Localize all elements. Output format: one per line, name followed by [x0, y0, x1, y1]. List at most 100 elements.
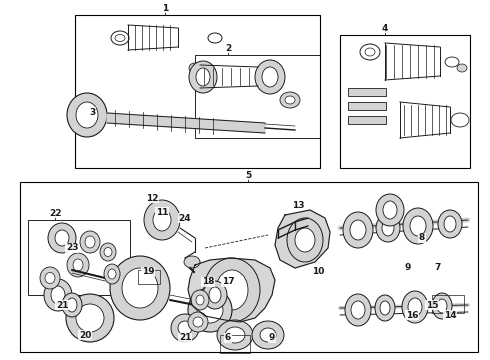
Ellipse shape — [108, 269, 116, 279]
Ellipse shape — [193, 317, 203, 327]
Ellipse shape — [188, 312, 208, 332]
Ellipse shape — [444, 216, 456, 232]
Text: 23: 23 — [66, 243, 78, 252]
Text: 19: 19 — [142, 267, 154, 276]
Text: 8: 8 — [419, 234, 425, 243]
Ellipse shape — [410, 216, 426, 236]
Text: 20: 20 — [79, 330, 91, 339]
Ellipse shape — [209, 287, 221, 303]
Ellipse shape — [104, 264, 120, 284]
Text: 7: 7 — [435, 264, 441, 273]
Ellipse shape — [67, 298, 77, 312]
Ellipse shape — [365, 48, 375, 56]
Ellipse shape — [255, 60, 285, 94]
Ellipse shape — [48, 223, 76, 253]
Ellipse shape — [184, 256, 200, 268]
Ellipse shape — [153, 209, 171, 231]
Ellipse shape — [285, 96, 295, 104]
Ellipse shape — [383, 201, 397, 219]
Ellipse shape — [171, 314, 199, 342]
Ellipse shape — [225, 327, 245, 343]
Bar — [20, 182, 478, 352]
Text: 24: 24 — [179, 213, 191, 222]
Bar — [75, 15, 320, 168]
Ellipse shape — [376, 214, 400, 242]
Text: 18: 18 — [202, 278, 214, 287]
Ellipse shape — [191, 75, 199, 81]
Ellipse shape — [438, 210, 462, 238]
Ellipse shape — [191, 290, 209, 310]
Ellipse shape — [351, 301, 365, 319]
Ellipse shape — [197, 297, 223, 323]
Ellipse shape — [115, 35, 125, 41]
Text: 2: 2 — [225, 44, 231, 53]
Ellipse shape — [204, 258, 260, 322]
Ellipse shape — [216, 270, 248, 310]
Ellipse shape — [350, 220, 366, 240]
Ellipse shape — [375, 295, 395, 321]
Ellipse shape — [62, 293, 82, 317]
Ellipse shape — [189, 61, 217, 93]
Polygon shape — [275, 210, 330, 268]
Bar — [348, 116, 386, 124]
Ellipse shape — [262, 67, 278, 87]
Text: 22: 22 — [49, 208, 61, 217]
Ellipse shape — [44, 279, 72, 311]
Text: 6: 6 — [225, 333, 231, 342]
Text: 13: 13 — [292, 201, 304, 210]
Text: 12: 12 — [146, 194, 158, 202]
Ellipse shape — [45, 273, 55, 284]
Polygon shape — [188, 258, 275, 322]
Text: 10: 10 — [312, 267, 324, 276]
Ellipse shape — [100, 243, 116, 261]
Text: 16: 16 — [406, 310, 418, 320]
Ellipse shape — [252, 321, 284, 349]
Text: 5: 5 — [245, 171, 251, 180]
Ellipse shape — [196, 295, 204, 305]
Ellipse shape — [345, 294, 371, 326]
Bar — [432, 295, 464, 313]
Polygon shape — [107, 113, 265, 133]
Ellipse shape — [295, 228, 315, 252]
Ellipse shape — [51, 286, 65, 304]
Ellipse shape — [67, 253, 89, 277]
Ellipse shape — [144, 200, 180, 240]
Ellipse shape — [196, 68, 210, 86]
Ellipse shape — [76, 304, 104, 332]
Ellipse shape — [408, 298, 422, 316]
Ellipse shape — [376, 194, 404, 226]
Ellipse shape — [178, 321, 192, 335]
Ellipse shape — [382, 220, 394, 236]
Ellipse shape — [40, 267, 60, 289]
Bar — [28, 220, 130, 295]
Bar — [348, 102, 386, 110]
Text: 4: 4 — [382, 23, 388, 32]
Text: 9: 9 — [405, 264, 411, 273]
Text: 21: 21 — [56, 301, 68, 310]
Bar — [220, 335, 250, 353]
Ellipse shape — [110, 256, 170, 320]
Ellipse shape — [76, 102, 98, 128]
Text: 14: 14 — [443, 310, 456, 320]
Ellipse shape — [85, 236, 95, 248]
Text: 17: 17 — [221, 278, 234, 287]
Text: 11: 11 — [156, 207, 168, 216]
Ellipse shape — [380, 301, 390, 315]
Ellipse shape — [104, 248, 112, 256]
Text: 15: 15 — [426, 301, 438, 310]
Bar — [348, 88, 386, 96]
Ellipse shape — [189, 63, 201, 73]
Text: 9: 9 — [269, 333, 275, 342]
Ellipse shape — [67, 93, 107, 137]
Ellipse shape — [217, 320, 253, 350]
Ellipse shape — [437, 299, 447, 313]
Ellipse shape — [457, 64, 467, 72]
Ellipse shape — [122, 268, 158, 308]
Text: 21: 21 — [179, 333, 191, 342]
Ellipse shape — [80, 231, 100, 253]
Ellipse shape — [260, 328, 276, 342]
Ellipse shape — [280, 92, 300, 108]
Ellipse shape — [66, 294, 114, 342]
Bar — [138, 270, 160, 284]
Text: 3: 3 — [89, 108, 95, 117]
